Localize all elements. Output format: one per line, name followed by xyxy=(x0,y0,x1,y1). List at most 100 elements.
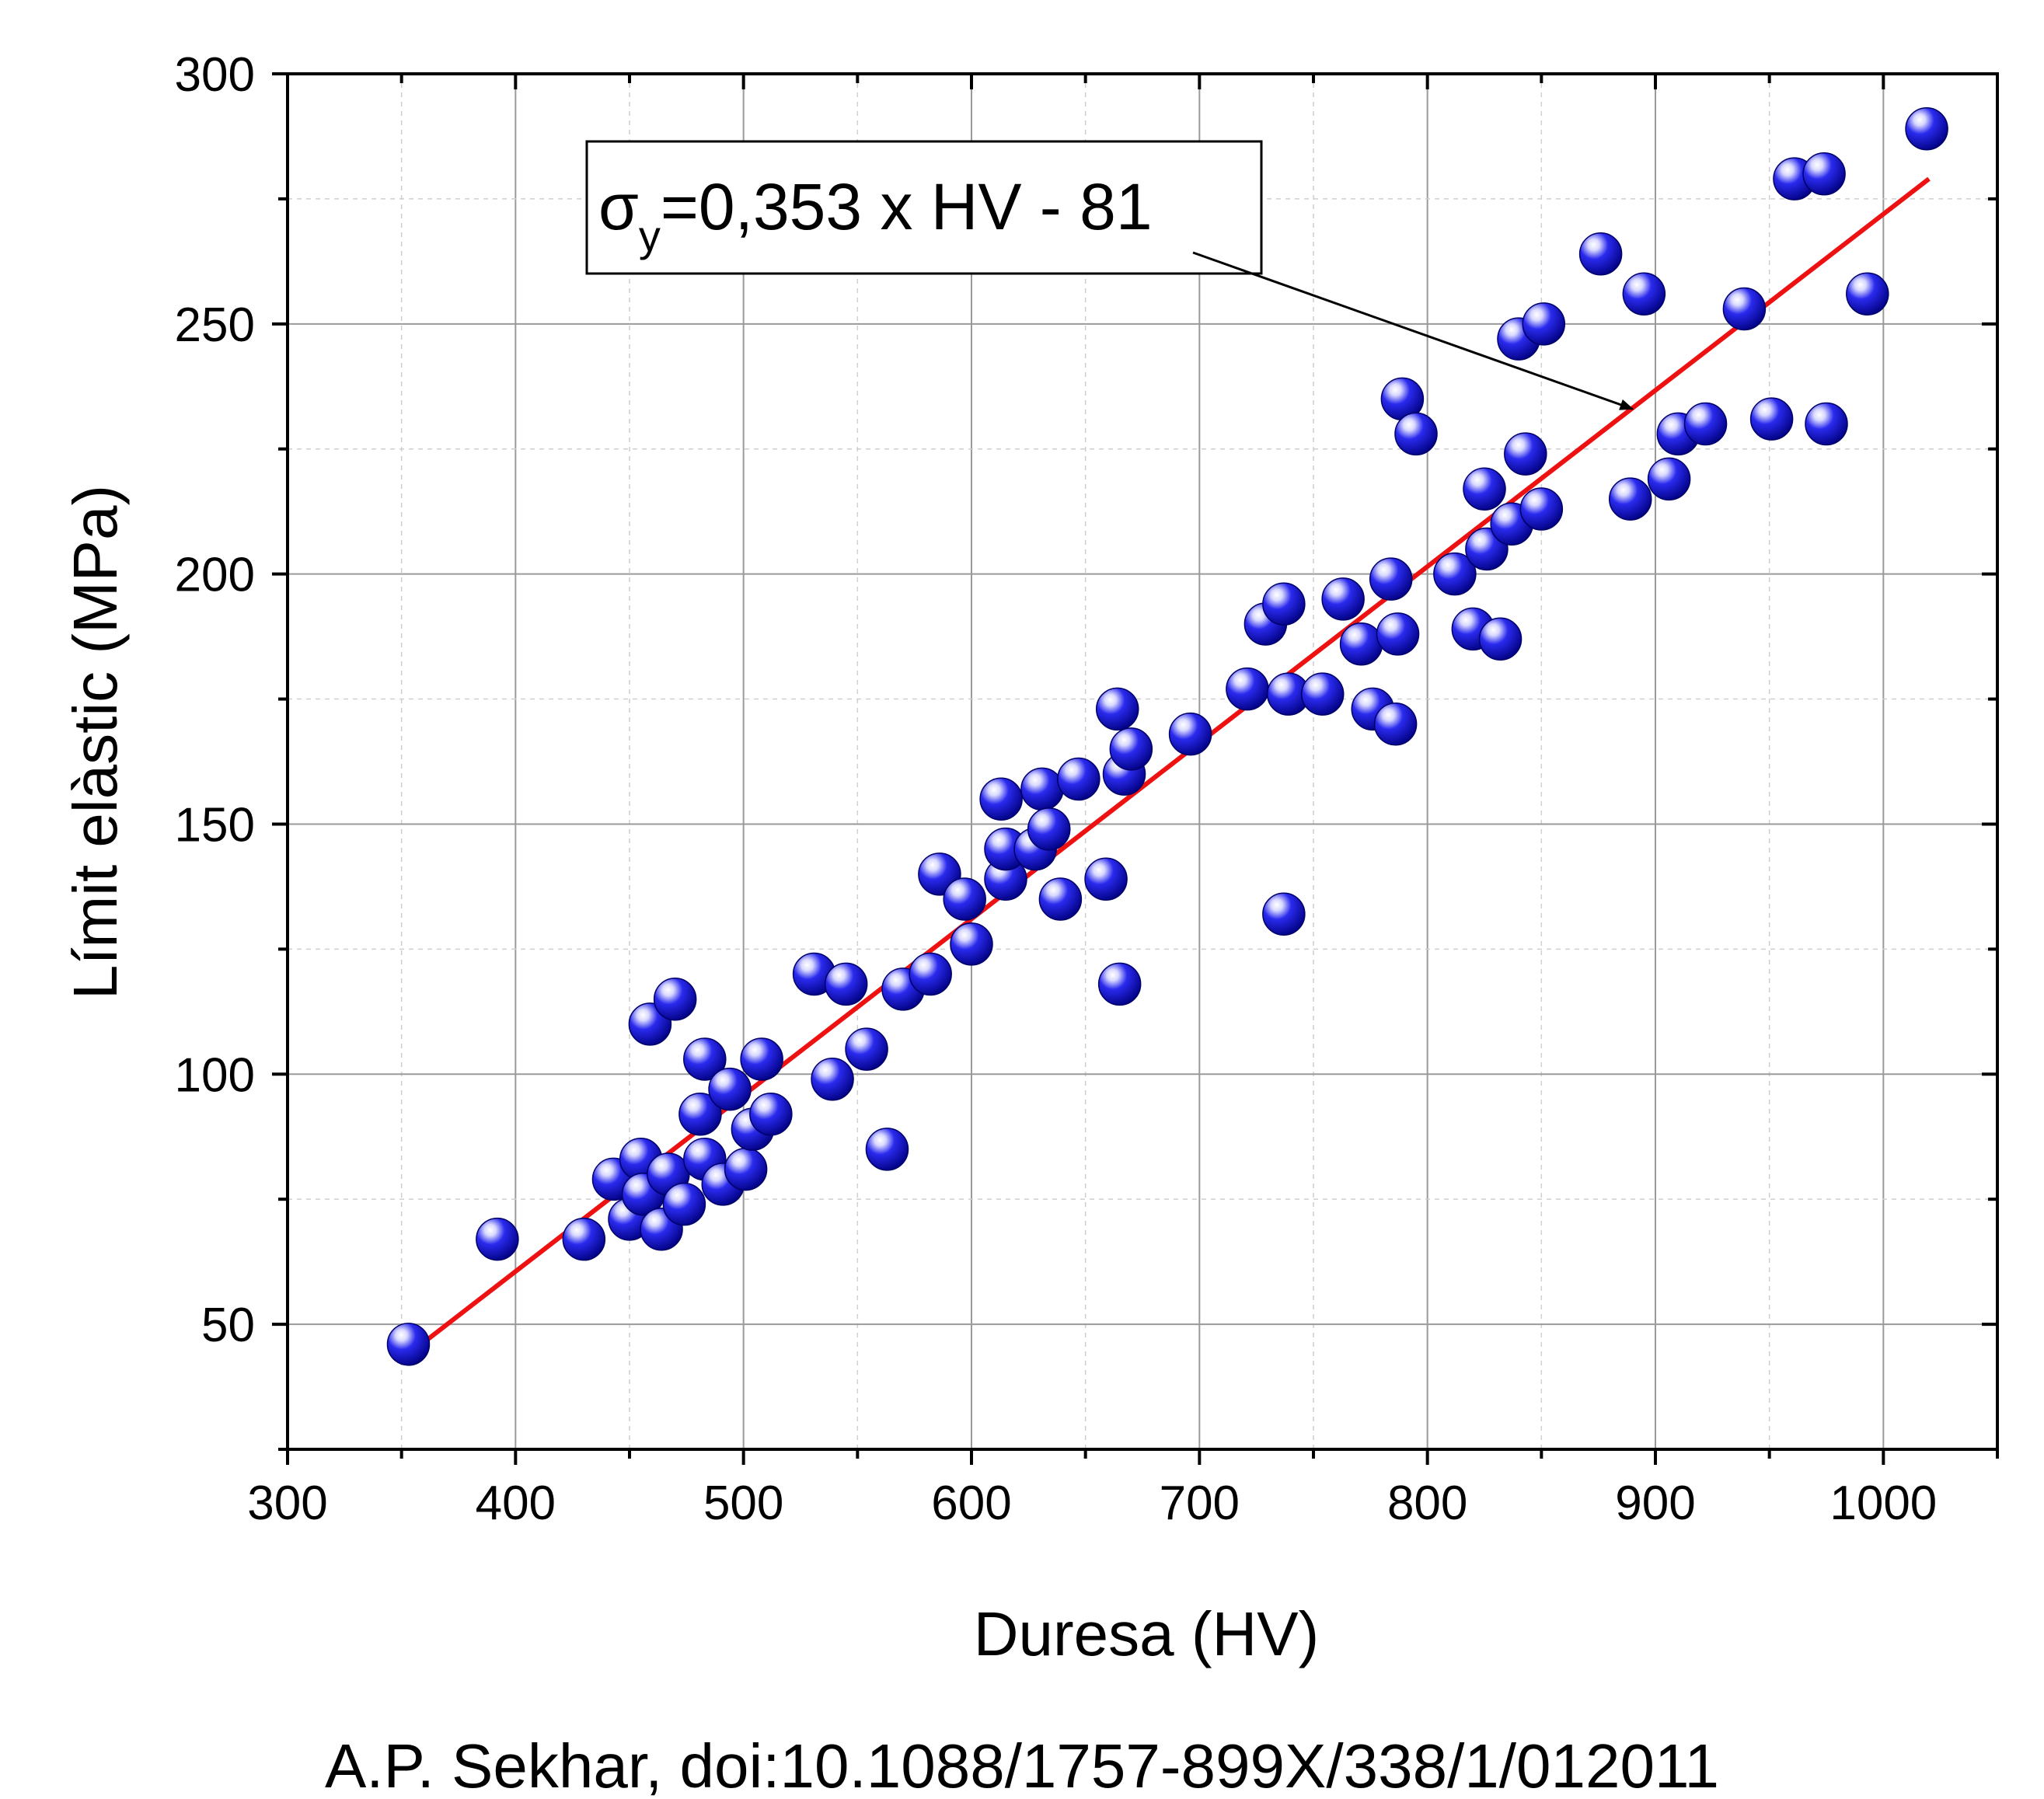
data-point xyxy=(1262,582,1306,626)
data-point xyxy=(1905,107,1948,151)
data-point xyxy=(386,1323,431,1366)
data-point-sphere xyxy=(1846,272,1889,316)
data-point-sphere xyxy=(653,977,697,1021)
data-point xyxy=(1109,727,1153,771)
data-point xyxy=(811,1057,854,1101)
data-point-sphere xyxy=(1300,672,1345,716)
source-credit: A.P. Sekhar, doi:10.1088/1757-899X/338/1… xyxy=(325,1731,1719,1799)
equation-arrow xyxy=(1192,251,1634,410)
equation-box xyxy=(585,140,1263,275)
data-point xyxy=(1027,807,1071,851)
data-point xyxy=(1226,667,1269,711)
data-point-sphere xyxy=(1519,487,1564,531)
data-point xyxy=(1647,457,1691,501)
data-point-sphere xyxy=(1084,857,1128,901)
data-point xyxy=(1478,617,1523,661)
x-tick-label: 900 xyxy=(1615,1477,1695,1530)
data-point-sphere xyxy=(1057,757,1100,801)
data-point xyxy=(1020,767,1064,811)
data-point-sphere xyxy=(1647,457,1691,501)
data-point xyxy=(562,1217,606,1261)
data-point xyxy=(1262,892,1306,936)
data-point-sphere xyxy=(1805,402,1848,446)
data-point xyxy=(1057,757,1100,801)
y-tick-label: 300 xyxy=(175,48,255,102)
y-tick-label: 150 xyxy=(175,798,255,852)
data-point xyxy=(1622,272,1666,316)
data-point xyxy=(824,962,868,1006)
data-point-sphere xyxy=(1168,712,1212,756)
data-point-sphere xyxy=(1095,687,1139,731)
data-point-sphere xyxy=(845,1027,888,1071)
data-point-sphere xyxy=(749,1093,793,1136)
data-point xyxy=(1608,477,1652,521)
data-point-sphere xyxy=(1522,302,1566,346)
data-point xyxy=(683,1037,727,1081)
data-point xyxy=(1084,857,1128,901)
data-point xyxy=(1300,672,1345,716)
y-axis-title: Límit elàstic (MPa) xyxy=(61,485,130,999)
data-point xyxy=(1168,712,1212,756)
data-point xyxy=(1339,622,1383,666)
data-point xyxy=(950,922,993,966)
data-point-sphere xyxy=(386,1323,431,1366)
data-point xyxy=(1097,962,1142,1006)
data-point xyxy=(1504,432,1547,476)
data-point-sphere xyxy=(1376,612,1420,656)
data-point-sphere xyxy=(1608,477,1652,521)
data-point xyxy=(1522,302,1566,346)
data-point xyxy=(1519,487,1564,531)
data-point-sphere xyxy=(1394,412,1438,456)
data-point xyxy=(1578,232,1623,276)
data-point-sphere xyxy=(811,1057,854,1101)
data-point xyxy=(1373,702,1418,746)
x-tick-label: 800 xyxy=(1387,1477,1467,1530)
y-tick-label: 50 xyxy=(201,1299,255,1352)
x-tick-label: 300 xyxy=(247,1477,327,1530)
data-point-sphere xyxy=(740,1037,783,1081)
equation-subscript: y xyxy=(639,211,661,260)
data-point-sphere xyxy=(1262,892,1306,936)
data-point xyxy=(1802,152,1846,196)
data-point xyxy=(1805,402,1848,446)
data-point xyxy=(749,1093,793,1136)
x-tick-label: 700 xyxy=(1160,1477,1240,1530)
data-point-sphere xyxy=(909,952,952,996)
y-tick-label: 250 xyxy=(175,298,255,352)
data-point xyxy=(740,1037,783,1081)
equation-annotation: σy=0,353 x HV - 81 xyxy=(585,140,1634,410)
data-point-sphere xyxy=(865,1128,909,1171)
data-point-sphere xyxy=(1109,727,1153,771)
data-point xyxy=(476,1217,519,1261)
data-point-sphere xyxy=(1433,552,1477,596)
data-point-sphere xyxy=(708,1067,752,1111)
data-point-sphere xyxy=(724,1147,768,1191)
axis-ticks: 300 400 500 600 700 800 900 1000 50 100 150 200 250 3… xyxy=(175,48,1999,1530)
data-point xyxy=(724,1147,768,1191)
data-point-sphere xyxy=(1578,232,1623,276)
data-point xyxy=(1433,552,1477,596)
x-tick-label: 400 xyxy=(476,1477,556,1530)
data-point-sphere xyxy=(1749,397,1794,441)
equation-text: σy=0,353 x HV - 81 xyxy=(598,170,1153,260)
data-point-sphere xyxy=(943,877,986,921)
data-point-sphere xyxy=(1722,287,1767,331)
data-point-sphere xyxy=(1369,557,1413,601)
y-tick-label: 100 xyxy=(175,1048,255,1102)
data-point-sphere xyxy=(1478,617,1523,661)
y-tick-label: 200 xyxy=(175,549,255,602)
data-point-sphere xyxy=(1038,877,1083,921)
data-point-sphere xyxy=(1262,582,1306,626)
data-points xyxy=(386,107,1948,1366)
data-point xyxy=(943,877,986,921)
data-point-sphere xyxy=(1097,962,1142,1006)
data-point-sphere xyxy=(824,962,868,1006)
data-point-sphere xyxy=(1321,577,1365,621)
data-point-sphere xyxy=(1683,402,1728,446)
data-point-sphere xyxy=(662,1182,706,1226)
x-axis-title: Duresa (HV) xyxy=(974,1599,1320,1668)
data-point xyxy=(909,952,952,996)
data-point xyxy=(1846,272,1889,316)
data-point-sphere xyxy=(1027,807,1071,851)
